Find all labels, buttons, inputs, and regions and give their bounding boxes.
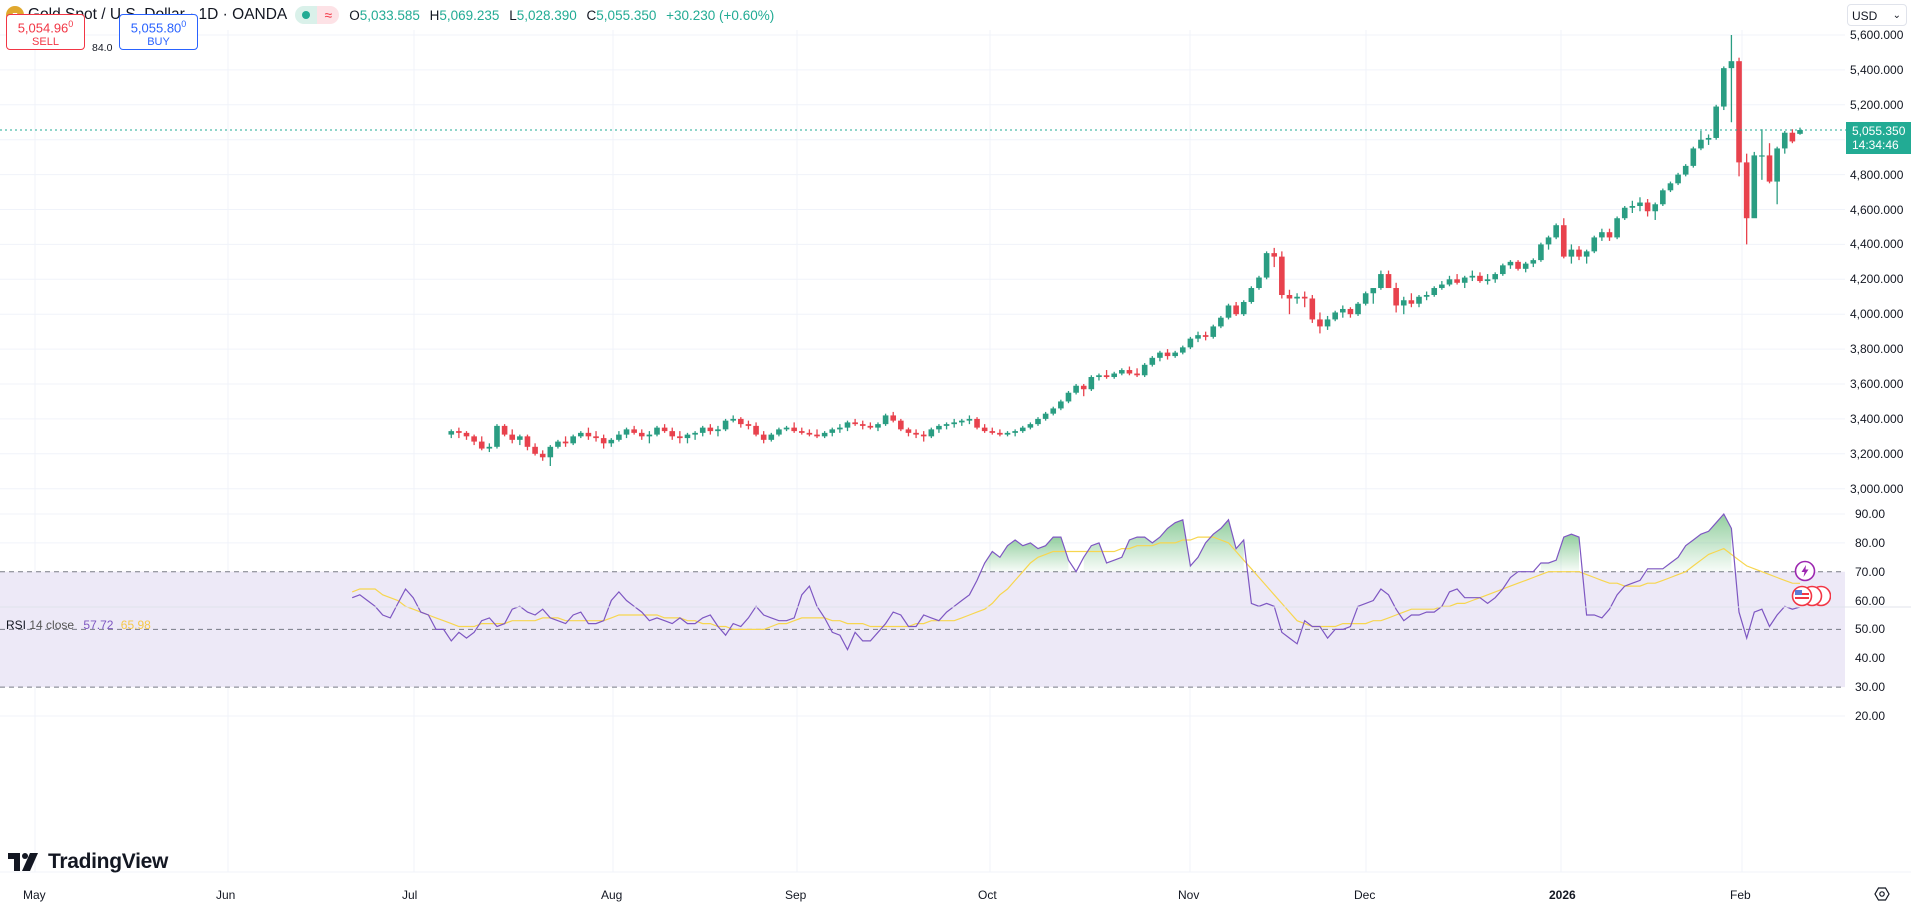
rsi-line bbox=[351, 512, 1801, 651]
rsi-axis-label: 50.00 bbox=[1855, 622, 1886, 637]
spread-value: 84.0 bbox=[92, 42, 113, 54]
time-axis-label: 2026 bbox=[1549, 888, 1576, 902]
buy-button[interactable]: 5,055.800 BUY bbox=[119, 14, 198, 50]
price-axis-label: 3,200.000 bbox=[1850, 446, 1904, 461]
rsi-axis-label: 30.00 bbox=[1855, 680, 1886, 695]
time-axis-label: Dec bbox=[1354, 888, 1376, 902]
lightning-event-icon[interactable] bbox=[1794, 560, 1816, 582]
price-axis-label: 4,400.000 bbox=[1850, 237, 1904, 252]
market-open-icon bbox=[295, 6, 318, 24]
rsi-axis-label: 20.00 bbox=[1855, 708, 1886, 723]
price-axis-label: 5,600.000 bbox=[1850, 28, 1904, 42]
rsi-axis-label: 90.00 bbox=[1855, 507, 1886, 521]
price-axis-label: 5,400.000 bbox=[1850, 62, 1904, 77]
change-value: +30.230 (+0.60%) bbox=[666, 7, 775, 23]
price-axis-label: 5,200.000 bbox=[1850, 97, 1904, 112]
price-axis-label: 3,400.000 bbox=[1850, 411, 1904, 426]
time-axis-label: Feb bbox=[1730, 888, 1751, 902]
rsi-ma-value: 65.98 bbox=[120, 618, 151, 632]
time-axis-label: Jul bbox=[402, 888, 418, 902]
time-axis-label: Oct bbox=[978, 888, 997, 902]
time-axis-label: Aug bbox=[601, 888, 623, 902]
tradingview-logo-icon bbox=[8, 853, 38, 871]
rsi-legend[interactable]: RSI 14 close 57.72 65.98 bbox=[6, 618, 151, 632]
rsi-ma-line bbox=[351, 536, 1801, 631]
market-status[interactable]: ≈ bbox=[295, 6, 340, 24]
time-axis-label: Nov bbox=[1178, 888, 1200, 902]
us-flag-events-icon[interactable] bbox=[1791, 585, 1831, 607]
rsi-axis-label: 80.00 bbox=[1855, 535, 1886, 550]
low-value: 5,028.390 bbox=[516, 7, 577, 23]
time-axis-label: Sep bbox=[785, 888, 807, 902]
currency-select[interactable]: USD ⌄ bbox=[1847, 4, 1907, 26]
close-value: 5,055.350 bbox=[596, 7, 657, 23]
bar-countdown: 14:34:46 bbox=[1852, 138, 1899, 153]
sell-button[interactable]: 5,054.960 SELL bbox=[6, 14, 85, 50]
settings-icon[interactable] bbox=[1874, 886, 1890, 902]
rsi-level-lines bbox=[0, 571, 1845, 688]
rsi-axis-label: 70.00 bbox=[1855, 564, 1886, 579]
high-value: 5,069.235 bbox=[439, 7, 500, 23]
rsi-value: 57.72 bbox=[83, 618, 114, 632]
price-axis-label: 3,000.000 bbox=[1850, 481, 1904, 496]
open-value: 5,033.585 bbox=[359, 7, 420, 23]
grid-lines bbox=[0, 30, 1845, 872]
chevron-down-icon: ⌄ bbox=[1892, 10, 1901, 21]
tradingview-logo[interactable]: TradingView bbox=[8, 850, 168, 874]
price-axis-label: 4,200.000 bbox=[1850, 272, 1904, 287]
price-candles bbox=[448, 35, 1803, 467]
time-axis-label: May bbox=[23, 888, 46, 902]
last-price-tag: 5,055.350 14:34:46 bbox=[1846, 122, 1911, 155]
time-axis-label: Jun bbox=[216, 888, 236, 902]
price-axis-label: 4,000.000 bbox=[1850, 307, 1904, 322]
price-axis-label: 4,800.000 bbox=[1850, 167, 1904, 182]
rsi-axis-label: 40.00 bbox=[1855, 651, 1886, 666]
delayed-data-icon: ≈ bbox=[317, 6, 340, 24]
rsi-axis-label: 60.00 bbox=[1855, 593, 1886, 608]
price-axis-label: 4,600.000 bbox=[1850, 202, 1904, 217]
price-axis-label: 3,600.000 bbox=[1850, 377, 1904, 391]
ohlc-values: O5,033.585 H5,069.235 L5,028.390 C5,055.… bbox=[349, 7, 775, 23]
price-axis-label: 3,800.000 bbox=[1850, 342, 1904, 357]
